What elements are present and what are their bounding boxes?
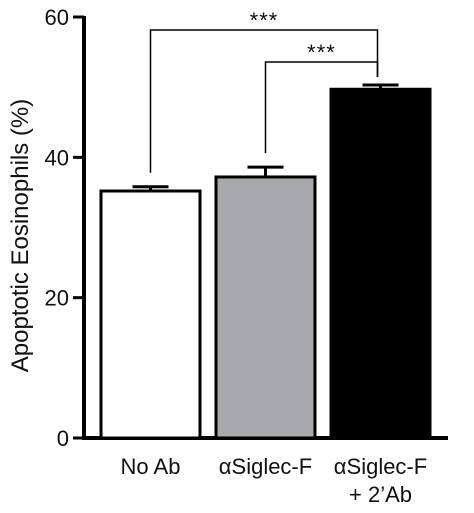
y-tick-label: 40 [45, 145, 69, 170]
significance-label: *** [250, 8, 279, 33]
bar [99, 189, 202, 440]
bars-layer: No Ab αSiglec-F αSiglec-F + 2’Ab [99, 83, 432, 507]
category-label: αSiglec-F [219, 454, 312, 479]
bar [329, 87, 432, 440]
y-tick-label: 20 [45, 286, 69, 311]
y-tick-label: 0 [57, 426, 69, 451]
category-label: No Ab [121, 454, 181, 479]
y-tick-label: 60 [45, 5, 69, 30]
y-axis-title: Apoptotic Eosinophils (%) [7, 99, 34, 372]
bar [214, 175, 317, 440]
category-label: αSiglec-F [334, 454, 427, 479]
significance-bracket [149, 29, 379, 173]
category-label: + 2’Ab [349, 482, 412, 507]
significance-layer: *** *** [149, 8, 379, 173]
significance-label: *** [307, 40, 336, 65]
significance-bracket [264, 61, 379, 154]
